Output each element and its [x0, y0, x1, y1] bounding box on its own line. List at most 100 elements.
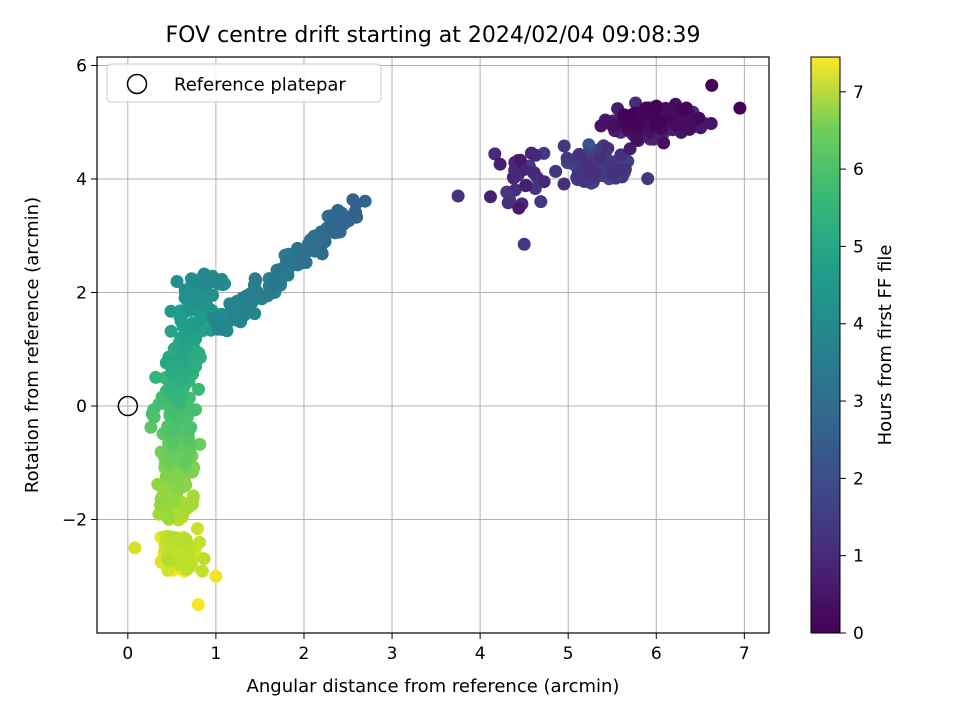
data-point: [212, 274, 226, 288]
data-point: [215, 322, 229, 336]
data-point: [188, 293, 202, 306]
data-point: [534, 195, 548, 209]
data-point: [349, 205, 362, 219]
data-point: [512, 201, 526, 215]
plot-frame: [96, 56, 770, 634]
data-point: [676, 104, 690, 118]
data-point: [168, 423, 182, 437]
data-point: [178, 283, 192, 297]
data-point: [192, 382, 205, 396]
x-axis-ticks: 0 1 2 3 4 5 6 7: [122, 633, 750, 664]
data-point: [524, 146, 538, 160]
colorbar-tick-label: 1: [853, 547, 864, 567]
x-tick-label: 0: [122, 644, 133, 664]
x-tick-label: 2: [299, 644, 310, 664]
data-point: [560, 151, 574, 165]
data-point: [501, 196, 515, 210]
data-point: [587, 167, 601, 181]
data-point: [557, 177, 571, 191]
data-point: [164, 530, 178, 544]
data-points: [128, 78, 747, 612]
data-point: [641, 172, 655, 186]
data-point: [183, 403, 197, 417]
colorbar: [810, 56, 841, 634]
y-axis-ticks: −2 0 2 4 6: [62, 57, 97, 531]
data-point: [630, 132, 644, 146]
data-point: [240, 289, 254, 303]
data-point: [206, 311, 220, 325]
data-point: [549, 164, 563, 178]
data-point: [191, 522, 204, 536]
data-point: [166, 495, 180, 508]
data-point: [451, 189, 465, 203]
y-tick-label: −2: [62, 511, 87, 531]
data-point: [268, 274, 282, 288]
data-point: [557, 139, 571, 153]
colorbar-tick-label: 4: [853, 315, 864, 335]
data-point: [295, 245, 309, 259]
legend-marker-icon: [126, 73, 148, 95]
data-point: [209, 569, 223, 583]
x-axis-label: Angular distance from reference (arcmin): [247, 676, 620, 697]
data-point: [161, 451, 175, 465]
y-tick-label: 2: [76, 284, 87, 304]
data-point: [484, 190, 497, 204]
data-point: [705, 78, 719, 92]
colorbar-ticks: 0 1 2 3 4 5 6 7: [840, 83, 864, 644]
data-point: [191, 598, 205, 612]
legend-entry-label: Reference platepar: [174, 75, 346, 96]
data-point: [649, 99, 663, 113]
data-point: [493, 157, 507, 171]
data-point: [232, 296, 245, 310]
legend-box: [106, 63, 382, 103]
data-point: [154, 492, 168, 505]
data-point: [179, 456, 193, 470]
data-point: [170, 275, 184, 288]
x-tick-label: 6: [651, 644, 662, 664]
x-tick-label: 3: [387, 644, 398, 664]
data-point: [513, 153, 527, 167]
data-point: [614, 148, 628, 162]
data-point: [601, 141, 615, 155]
data-point: [593, 151, 607, 165]
chart-title: FOV centre drift starting at 2024/02/04 …: [166, 23, 701, 48]
data-point: [506, 170, 520, 184]
data-point: [622, 109, 636, 123]
data-point: [234, 315, 248, 329]
colorbar-label: Hours from first FF file: [875, 245, 896, 446]
data-point: [197, 552, 211, 566]
data-point: [607, 166, 621, 180]
data-point: [280, 255, 293, 269]
x-tick-label: 5: [563, 644, 574, 664]
data-point: [657, 136, 671, 150]
data-point: [195, 564, 209, 578]
data-point: [704, 117, 718, 130]
data-point: [180, 562, 194, 576]
data-point: [488, 147, 502, 161]
data-point: [248, 307, 262, 321]
x-tick-label: 1: [210, 644, 221, 664]
data-point: [333, 213, 347, 227]
colorbar-tick-label: 5: [853, 237, 864, 257]
data-point: [537, 175, 551, 189]
data-point: [159, 469, 173, 483]
data-point: [179, 533, 193, 546]
y-tick-label: 6: [76, 57, 87, 77]
data-point: [149, 370, 163, 384]
reference-platepar-icon: [117, 395, 139, 417]
data-point: [159, 356, 173, 370]
data-point: [517, 237, 531, 251]
data-point: [144, 420, 158, 434]
data-point: [193, 437, 207, 451]
data-point: [206, 288, 219, 302]
data-point: [508, 183, 522, 197]
data-point: [249, 273, 263, 287]
data-point: [164, 324, 178, 338]
data-point: [692, 111, 706, 125]
data-point: [654, 115, 668, 129]
y-axis-label: Rotation from reference (arcmin): [22, 197, 43, 493]
data-point: [618, 162, 632, 176]
data-point: [186, 497, 199, 511]
data-point: [128, 541, 142, 555]
data-point: [161, 554, 175, 567]
